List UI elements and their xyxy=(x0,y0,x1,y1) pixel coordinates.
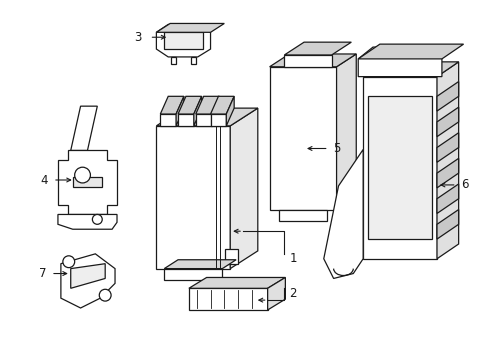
Polygon shape xyxy=(284,42,351,55)
Polygon shape xyxy=(211,114,226,126)
Polygon shape xyxy=(58,215,117,229)
Polygon shape xyxy=(189,278,285,288)
Polygon shape xyxy=(324,149,363,278)
Polygon shape xyxy=(171,57,176,64)
Polygon shape xyxy=(156,108,258,126)
Circle shape xyxy=(74,167,91,183)
Polygon shape xyxy=(284,55,332,67)
Polygon shape xyxy=(363,62,459,77)
Polygon shape xyxy=(178,114,194,126)
Polygon shape xyxy=(226,96,234,126)
Polygon shape xyxy=(211,96,234,114)
Polygon shape xyxy=(176,96,184,126)
Polygon shape xyxy=(437,107,459,137)
Polygon shape xyxy=(437,158,459,188)
Polygon shape xyxy=(189,288,268,310)
Polygon shape xyxy=(212,96,220,126)
Text: 3: 3 xyxy=(134,31,142,44)
Polygon shape xyxy=(437,82,459,111)
Polygon shape xyxy=(71,106,98,150)
Circle shape xyxy=(93,215,102,224)
Polygon shape xyxy=(164,269,222,280)
Polygon shape xyxy=(279,210,327,221)
Circle shape xyxy=(99,289,111,301)
Polygon shape xyxy=(437,133,459,162)
Polygon shape xyxy=(73,177,102,187)
Text: 2: 2 xyxy=(289,287,297,300)
Polygon shape xyxy=(268,278,285,310)
Polygon shape xyxy=(164,32,203,49)
Polygon shape xyxy=(191,57,196,64)
Polygon shape xyxy=(358,44,464,59)
Polygon shape xyxy=(156,23,224,32)
Polygon shape xyxy=(437,62,459,259)
Polygon shape xyxy=(368,96,432,239)
Polygon shape xyxy=(270,67,337,210)
Circle shape xyxy=(63,256,74,267)
Polygon shape xyxy=(358,47,442,77)
Polygon shape xyxy=(196,114,212,126)
Polygon shape xyxy=(270,54,356,67)
Polygon shape xyxy=(71,264,105,288)
Polygon shape xyxy=(164,260,236,269)
Text: 5: 5 xyxy=(334,142,341,155)
Polygon shape xyxy=(194,96,202,126)
Polygon shape xyxy=(61,254,115,308)
Polygon shape xyxy=(58,150,117,215)
Polygon shape xyxy=(196,96,220,114)
Polygon shape xyxy=(160,96,184,114)
Polygon shape xyxy=(156,24,211,57)
Polygon shape xyxy=(160,114,176,126)
Polygon shape xyxy=(337,54,356,210)
Text: 1: 1 xyxy=(289,252,297,265)
Polygon shape xyxy=(363,77,437,259)
Polygon shape xyxy=(225,249,238,264)
Text: 7: 7 xyxy=(39,267,46,280)
Polygon shape xyxy=(178,96,202,114)
Text: 6: 6 xyxy=(462,179,469,192)
Polygon shape xyxy=(156,126,230,269)
Polygon shape xyxy=(230,108,258,269)
Text: 4: 4 xyxy=(41,174,48,186)
Polygon shape xyxy=(437,210,459,239)
Polygon shape xyxy=(437,184,459,213)
